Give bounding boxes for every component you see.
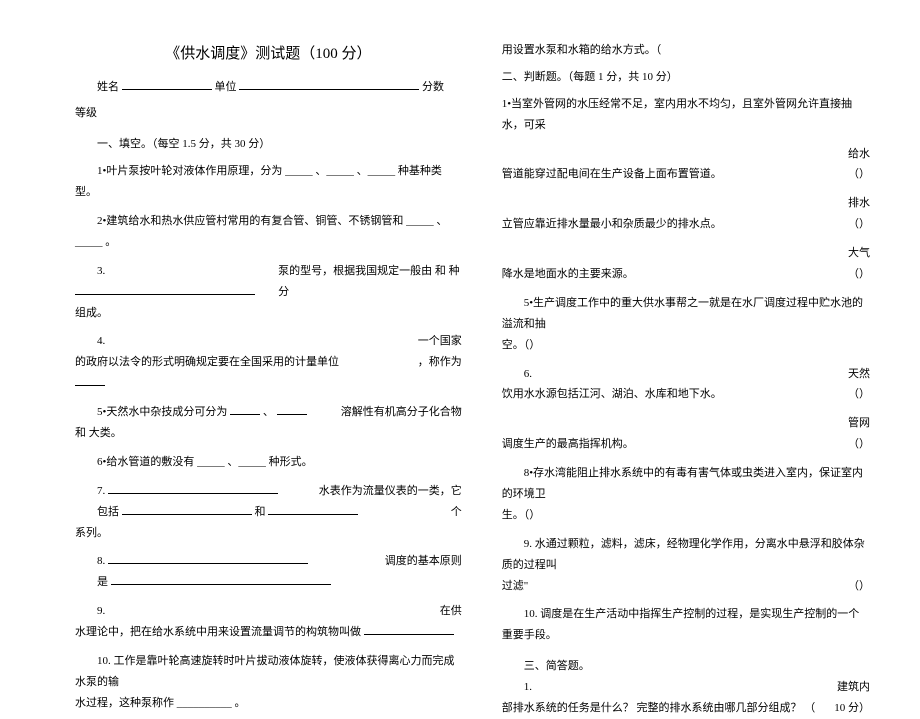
q9-blank[interactable] — [364, 623, 454, 635]
s2-q2-r: 给水 — [502, 144, 870, 165]
s2-q2-p: （） — [848, 164, 870, 185]
s2-q6-a: 6. — [502, 364, 532, 385]
s2-q2-t: 管道能穿过配电间在生产设备上面布置管道。 — [502, 164, 722, 185]
s2-q8: 8•存水湾能阻止排水系统中的有毒有害气体或虫类进入室内，保证室内的环境卫 生。（… — [502, 463, 870, 526]
s2-q5-b: 空。（） — [502, 335, 870, 356]
s1-q10-b: 水过程，这种泵称作 __________ 。 — [75, 693, 462, 714]
s2-q9-r: （） — [848, 576, 870, 597]
q8-blank2[interactable] — [111, 573, 331, 585]
s2-q8-b: 生。（） — [502, 505, 870, 526]
s3-q1-r: 建筑内 — [837, 677, 870, 698]
r-top: 用设置水泵和水箱的给水方式。（ — [502, 40, 870, 61]
s1-q8-c: 是 — [75, 576, 111, 588]
s2-q2: 给水 管道能穿过配电间在生产设备上面布置管道。 （） — [502, 144, 870, 186]
s1-q9-c: 水理论中，把在给水系统中用来设置流量调节的构筑物叫做 — [75, 626, 364, 638]
s1-q5-c: 和 大类。 — [75, 423, 462, 444]
s2-q7-r: 管网 — [502, 413, 870, 434]
left-column: 《供水调度》测试题（100 分） 姓名 单位 分数 等级 一、填空。（每空 1.… — [75, 40, 462, 651]
s1-q9-b: 在供 — [440, 601, 462, 622]
s3-q1-a: 1. — [502, 677, 532, 698]
section-1: 一、填空。（每空 1.5 分，共 30 分） 1•叶片泵按叶轮对液体作用原理，分… — [75, 134, 462, 713]
score-label: 分数 — [422, 81, 444, 93]
s1-q10: 10. 工作是靠叶轮高速旋转时叶片拔动液体旋转，使液体获得离心力而完成水泵的输 … — [75, 651, 462, 714]
s1-q4: 4. 一个国家 的政府以法令的形式明确规定要在全国采用的计量单位 ，称作为 — [75, 331, 462, 394]
section-3: 三、简答题。 1. 建筑内 部排水系统的任务是什么？ 完整的排水系统由哪几部分组… — [502, 656, 870, 719]
s2-q7-p: （） — [848, 434, 870, 455]
s1-q8: 8. 调度的基本原则 是 — [75, 551, 462, 593]
s1-q10-a: 10. 工作是靠叶轮高速旋转时叶片拔动液体旋转，使液体获得离心力而完成水泵的输 — [75, 651, 462, 693]
s2-heading: 二、判断题。（每题 1 分，共 10 分） — [502, 67, 870, 88]
s1-q5: 5•天然水中杂技成分可分为 、 溶解性有机高分子化合物 和 大类。 — [75, 402, 462, 444]
s2-q3-r: 排水 — [502, 193, 870, 214]
s1-q8-a: 8. — [75, 555, 105, 567]
s3-q1: 1. 建筑内 部排水系统的任务是什么？ 完整的排水系统由哪几部分组成？ （ 10… — [502, 677, 870, 719]
s2-q9-b: 过滤" — [502, 576, 529, 597]
s1-q7-f: 系列。 — [75, 523, 462, 544]
s1-q7-e: 个 — [451, 502, 462, 523]
s1-q4-a: 4. — [75, 331, 105, 352]
q8-blank1[interactable] — [108, 552, 308, 564]
s2-q1: 1•当室外管网的水压经常不足，室内用水不均匀，且室外管网允许直接抽水，可采 — [502, 94, 870, 136]
q4-blank[interactable] — [75, 374, 105, 386]
s1-q4-b: 一个国家 — [418, 331, 462, 352]
s2-q10: 10. 调度是在生产活动中指挥生产控制的过程，是实现生产控制的一个重要手段。 — [502, 604, 870, 646]
unit-label: 单位 — [215, 81, 237, 93]
s2-q4: 大气 降水是地面水的主要来源。 （） — [502, 243, 870, 285]
s2-q5: 5•生产调度工作中的重大供水事帮之一就是在水厂调度过程中贮水池的溢流和抽 空。（… — [502, 293, 870, 356]
s1-q7-c: 包括 — [75, 506, 122, 518]
s1-q5-a: 5•天然水中杂技成分可分为 — [75, 406, 227, 418]
s1-q4-d: ，称作为 — [418, 352, 462, 373]
s1-q3-tail: 泵的型号，根据我国规定一般由 和 种分 — [278, 261, 462, 303]
name-label: 姓名 — [97, 81, 119, 93]
s3-heading: 三、简答题。 — [502, 656, 870, 677]
header-line: 姓名 单位 分数 — [75, 77, 462, 98]
s2-q6-r: 天然 — [848, 364, 870, 385]
s2-q9-a: 9. 水通过颗粒，滤料，滤床，经物理化学作用，分离水中悬浮和胶体杂质的过程叫 — [502, 534, 870, 576]
s2-q6-t: 饮用水水源包括江河、湖泊、水库和地下水。 — [502, 384, 722, 405]
s1-heading: 一、填空。（每空 1.5 分，共 30 分） — [75, 134, 462, 155]
s1-q7-b: 水表作为流量仪表的一类，它 — [319, 481, 462, 502]
s1-q7-d: 和 — [255, 506, 269, 518]
s2-q6: 6. 天然 饮用水水源包括江河、湖泊、水库和地下水。 （） — [502, 364, 870, 406]
grade-line: 等级 — [75, 103, 462, 124]
s1-q9: 9. 在供 水理论中，把在给水系统中用来设置流量调节的构筑物叫做 — [75, 601, 462, 643]
s1-q3-num: 3. — [75, 265, 105, 277]
q5-blank2[interactable] — [277, 403, 307, 415]
s1-q1: 1•叶片泵按叶轮对液体作用原理，分为 _____ 、_____ 、_____ 种… — [75, 161, 462, 203]
q5-blank1[interactable] — [230, 403, 260, 415]
q7-blank1[interactable] — [108, 482, 278, 494]
s1-q7: 7. 水表作为流量仪表的一类，它 包括 和 个 系列。 — [75, 481, 462, 544]
q7-blank2[interactable] — [122, 503, 252, 515]
unit-blank[interactable] — [239, 78, 419, 90]
s2-q9: 9. 水通过颗粒，滤料，滤床，经物理化学作用，分离水中悬浮和胶体杂质的过程叫 过… — [502, 534, 870, 597]
s2-q6-p: （） — [848, 384, 870, 405]
s1-q3: 3. 泵的型号，根据我国规定一般由 和 种分 组成。 — [75, 261, 462, 324]
s3-q1-b: 部排水系统的任务是什么？ 完整的排水系统由哪几部分组成？ （ — [502, 698, 816, 719]
s2-q4-r: 大气 — [502, 243, 870, 264]
s2-q5-a: 5•生产调度工作中的重大供水事帮之一就是在水厂调度过程中贮水池的溢流和抽 — [502, 293, 870, 335]
s1-q9-a: 9. — [75, 601, 105, 622]
s1-q5-b: 溶解性有机高分子化合物 — [341, 402, 462, 423]
s1-q6: 6•给水管道的敷没有 _____ 、_____ 种形式。 — [75, 452, 462, 473]
s2-q3: 排水 立管应靠近排水量最小和杂质最少的排水点。 （） — [502, 193, 870, 235]
s3-q1-c: 10 分） — [834, 698, 870, 719]
s1-q4-c: 的政府以法令的形式明确规定要在全国采用的计量单位 — [75, 352, 339, 373]
q7-blank3[interactable] — [268, 503, 358, 515]
s1-q8-b: 调度的基本原则 — [385, 551, 462, 572]
s2-q4-t: 降水是地面水的主要来源。 — [502, 264, 634, 285]
right-column: 用设置水泵和水箱的给水方式。（ 二、判断题。（每题 1 分，共 10 分） 1•… — [502, 40, 870, 651]
s2-q3-t: 立管应靠近排水量最小和杂质最少的排水点。 — [502, 214, 722, 235]
s2-q7-t: 调度生产的最高指挥机构。 — [502, 434, 634, 455]
s2-q8-a: 8•存水湾能阻止排水系统中的有毒有害气体或虫类进入室内，保证室内的环境卫 — [502, 463, 870, 505]
s2-q4-p: （） — [848, 264, 870, 285]
s2-q7: 管网 调度生产的最高指挥机构。 （） — [502, 413, 870, 455]
s1-q7-a: 7. — [75, 485, 108, 497]
s1-q3-c: 组成。 — [75, 303, 462, 324]
name-blank[interactable] — [122, 78, 212, 90]
q3-blank[interactable] — [75, 283, 255, 295]
s1-q2: 2•建筑给水和热水供应管村常用的有复合管、铜管、不锈钢管和 _____ 、___… — [75, 211, 462, 253]
doc-title: 《供水调度》测试题（100 分） — [75, 40, 462, 69]
s2-q3-p: （） — [848, 214, 870, 235]
